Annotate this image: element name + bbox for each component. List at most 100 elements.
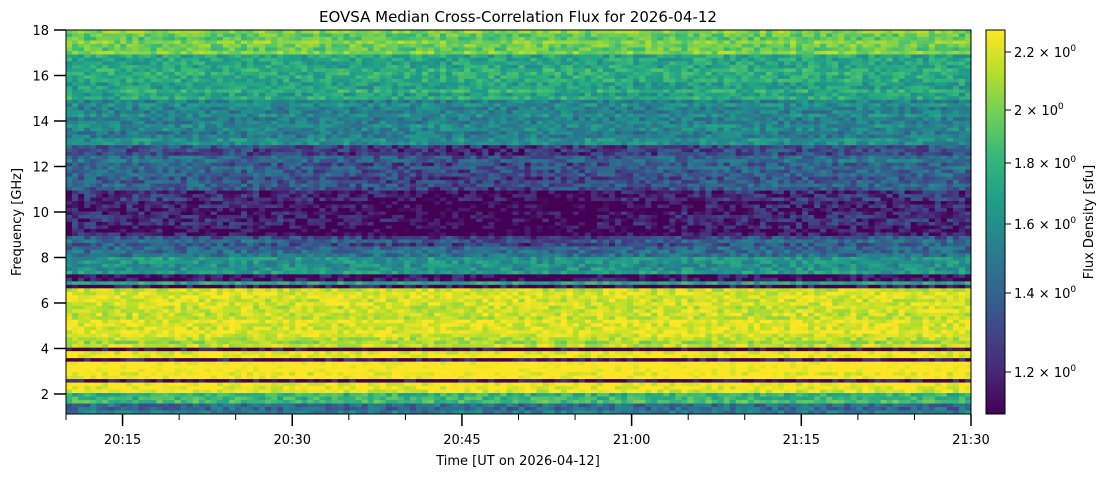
heatmap-cell	[355, 141, 363, 146]
heatmap-cell	[880, 103, 887, 108]
heatmap-cell	[542, 127, 550, 132]
heatmap-cell	[295, 89, 302, 94]
heatmap-cell	[554, 64, 562, 69]
heatmap-cell	[174, 117, 182, 122]
heatmap-cell	[373, 106, 381, 111]
heatmap-cell	[530, 124, 537, 129]
heatmap-cell	[470, 120, 477, 125]
heatmap-cell	[162, 89, 169, 94]
heatmap-cell	[397, 113, 405, 118]
heatmap-cell	[337, 110, 344, 115]
heatmap-cell	[868, 89, 875, 94]
heatmap-cell	[397, 99, 405, 104]
heatmap-cell	[844, 57, 851, 62]
heatmap-cell	[928, 40, 936, 45]
heatmap-cell	[506, 138, 513, 143]
heatmap-cell	[361, 113, 369, 118]
heatmap-cell	[234, 36, 242, 41]
heatmap-cell	[747, 64, 755, 69]
heatmap-cell	[391, 61, 399, 66]
heatmap-cell	[705, 75, 712, 80]
heatmap-cell	[886, 57, 893, 62]
heatmap-cell	[331, 57, 338, 62]
heatmap-cell	[150, 36, 157, 41]
heatmap-cell	[259, 47, 266, 52]
heatmap-cell	[826, 82, 833, 87]
heatmap-cell	[584, 68, 592, 73]
heatmap-cell	[198, 43, 206, 48]
heatmap-cell	[669, 106, 676, 111]
heatmap-cell	[259, 57, 266, 62]
heatmap-cell	[367, 124, 375, 129]
heatmap-cell	[259, 54, 266, 59]
heatmap-cell	[138, 96, 145, 101]
heatmap-cell	[657, 85, 664, 90]
heatmap-cell	[615, 85, 622, 90]
heatmap-cell	[259, 40, 266, 45]
heatmap-cell	[645, 124, 652, 129]
heatmap-cell	[295, 141, 302, 146]
heatmap-cell	[880, 92, 887, 97]
heatmap-cell	[373, 64, 381, 69]
heatmap-cell	[904, 75, 912, 80]
heatmap-cell	[210, 64, 218, 69]
heatmap-cell	[355, 40, 363, 45]
heatmap-cell	[415, 124, 423, 129]
heatmap-cell	[814, 57, 821, 62]
heatmap-cell	[681, 54, 688, 59]
heatmap-cell	[343, 141, 350, 146]
heatmap-cell	[952, 85, 960, 90]
heatmap-cell	[271, 141, 278, 146]
heatmap-cell	[530, 68, 537, 73]
heatmap-cell	[940, 50, 948, 55]
heatmap-cell	[946, 103, 954, 108]
heatmap-cell	[367, 71, 375, 76]
heatmap-cell	[168, 82, 175, 87]
heatmap-cell	[820, 141, 827, 146]
heatmap-cell	[240, 99, 248, 104]
heatmap-cell	[609, 110, 616, 115]
heatmap-cell	[150, 103, 157, 108]
heatmap-cell	[234, 40, 242, 45]
heatmap-cell	[289, 30, 296, 34]
heatmap-cell	[186, 113, 194, 118]
heatmap-cell	[144, 110, 151, 115]
heatmap-cell	[361, 57, 369, 62]
heatmap-cell	[319, 43, 326, 48]
heatmap-cell	[301, 71, 308, 76]
heatmap-cell	[777, 120, 785, 125]
heatmap-cell	[615, 117, 622, 122]
heatmap-cell	[403, 103, 411, 108]
heatmap-cell	[78, 96, 85, 101]
heatmap-cell	[331, 141, 338, 146]
heatmap-cell	[777, 117, 785, 122]
heatmap-cell	[838, 138, 845, 143]
heatmap-cell	[72, 57, 79, 62]
heatmap-cell	[114, 61, 121, 66]
heatmap-cell	[838, 85, 845, 90]
heatmap-cell	[880, 64, 887, 69]
heatmap-cell	[590, 43, 598, 48]
heatmap-cell	[259, 82, 266, 87]
heatmap-cell	[934, 36, 942, 41]
heatmap-cell	[271, 124, 278, 129]
heatmap-cell	[222, 78, 230, 83]
heatmap-cell	[234, 57, 242, 62]
heatmap-cell	[421, 103, 429, 108]
heatmap-cell	[126, 82, 133, 87]
heatmap-cell	[180, 68, 188, 73]
heatmap-cell	[669, 138, 676, 143]
heatmap-cell	[783, 30, 791, 34]
heatmap-cell	[186, 127, 194, 132]
heatmap-cell	[814, 61, 821, 66]
chart-title: EOVSA Median Cross-Correlation Flux for …	[319, 8, 717, 26]
heatmap-cell	[651, 141, 658, 146]
heatmap-cell	[916, 141, 924, 146]
heatmap-cell	[446, 113, 453, 118]
heatmap-cell	[536, 40, 544, 45]
heatmap-cell	[247, 131, 254, 136]
heatmap-cell	[66, 131, 73, 136]
heatmap-cell	[162, 85, 169, 90]
heatmap-cell	[796, 141, 803, 146]
heatmap-cell	[289, 33, 296, 38]
